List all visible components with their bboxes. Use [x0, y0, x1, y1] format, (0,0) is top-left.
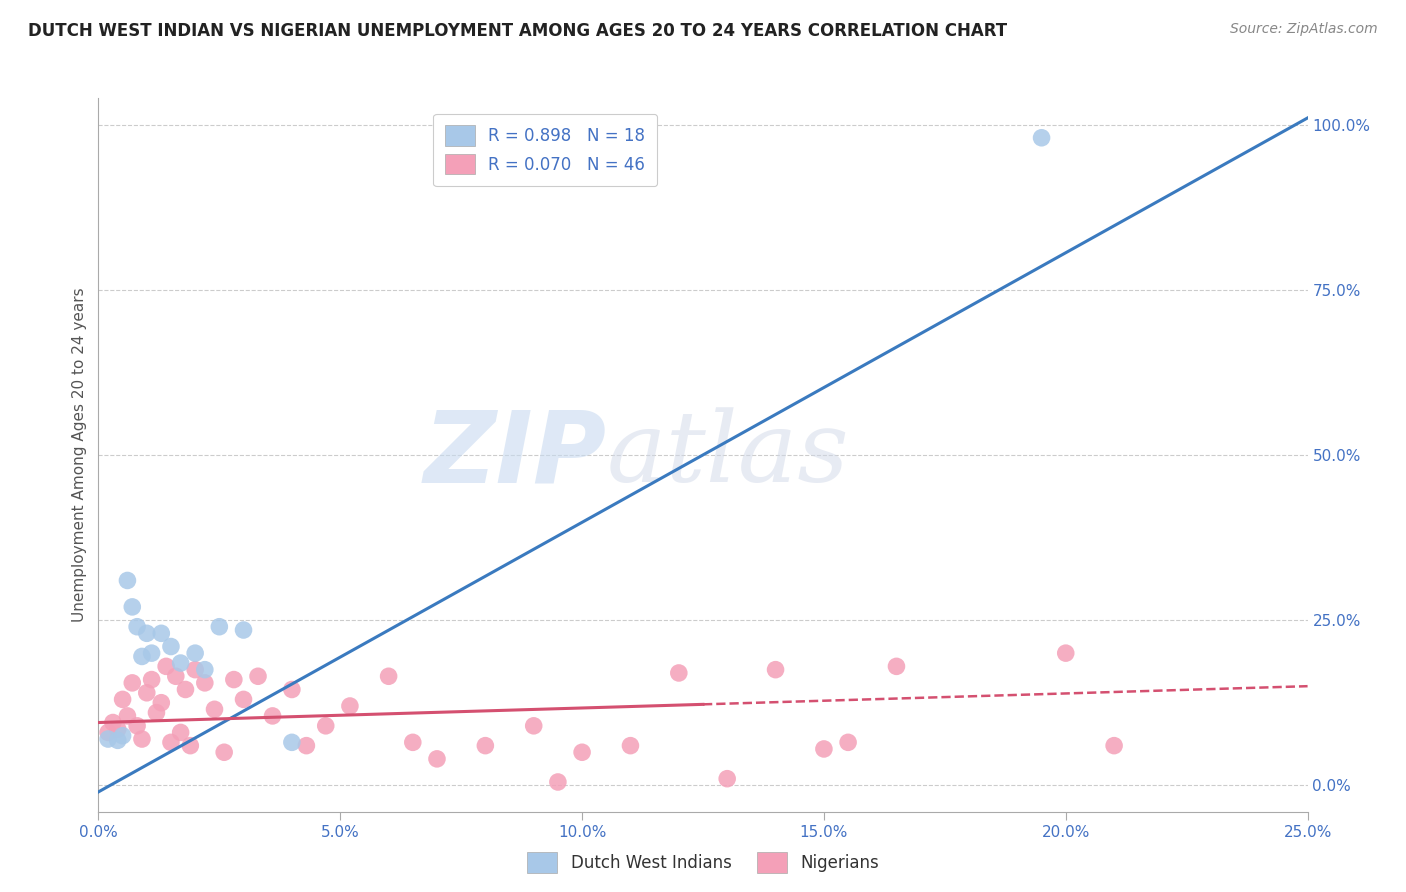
Point: [131, 732, 153, 747]
Point: [668, 665, 690, 680]
Point: [155, 659, 177, 673]
Point: [232, 623, 254, 637]
Point: [169, 656, 191, 670]
Point: [169, 725, 191, 739]
Point: [107, 722, 129, 736]
Point: [339, 698, 361, 713]
Point: [247, 669, 270, 683]
Point: [111, 729, 134, 743]
Point: [117, 574, 139, 588]
Point: [101, 715, 124, 730]
Point: [179, 739, 201, 753]
Point: [184, 663, 207, 677]
Text: DUTCH WEST INDIAN VS NIGERIAN UNEMPLOYMENT AMONG AGES 20 TO 24 YEARS CORRELATION: DUTCH WEST INDIAN VS NIGERIAN UNEMPLOYME…: [28, 22, 1007, 40]
Point: [1054, 646, 1077, 660]
Point: [619, 739, 641, 753]
Point: [111, 692, 134, 706]
Point: [377, 669, 399, 683]
Point: [262, 709, 284, 723]
Point: [212, 745, 235, 759]
Point: [315, 719, 337, 733]
Point: [1031, 130, 1053, 145]
Point: [222, 673, 245, 687]
Point: [145, 706, 167, 720]
Point: [523, 719, 546, 733]
Point: [813, 742, 835, 756]
Point: [765, 663, 787, 677]
Point: [295, 739, 318, 753]
Point: [194, 676, 217, 690]
Point: [426, 752, 449, 766]
Point: [97, 725, 120, 739]
Text: ZIP: ZIP: [423, 407, 606, 503]
Point: [174, 682, 197, 697]
Point: [97, 732, 120, 747]
Point: [402, 735, 425, 749]
Point: [117, 709, 139, 723]
Point: [474, 739, 496, 753]
Point: [886, 659, 908, 673]
Point: [121, 676, 143, 690]
Point: [165, 669, 187, 683]
Point: [208, 620, 231, 634]
Legend: R = 0.898   N = 18, R = 0.070   N = 46: R = 0.898 N = 18, R = 0.070 N = 46: [433, 113, 657, 186]
Point: [141, 646, 163, 660]
Point: [547, 775, 569, 789]
Point: [160, 735, 183, 749]
Point: [232, 692, 254, 706]
Point: [571, 745, 593, 759]
Point: [121, 599, 143, 614]
Y-axis label: Unemployment Among Ages 20 to 24 years: Unemployment Among Ages 20 to 24 years: [72, 287, 87, 623]
Point: [716, 772, 738, 786]
Point: [204, 702, 226, 716]
Point: [194, 663, 217, 677]
Point: [150, 696, 173, 710]
Point: [127, 719, 149, 733]
Point: [135, 626, 157, 640]
Point: [141, 673, 163, 687]
Point: [281, 735, 304, 749]
Text: atlas: atlas: [606, 408, 849, 502]
Point: [837, 735, 859, 749]
Point: [184, 646, 207, 660]
Point: [1102, 739, 1125, 753]
Point: [107, 733, 129, 747]
Point: [127, 620, 149, 634]
Legend: Dutch West Indians, Nigerians: Dutch West Indians, Nigerians: [520, 846, 886, 880]
Text: Source: ZipAtlas.com: Source: ZipAtlas.com: [1230, 22, 1378, 37]
Point: [160, 640, 183, 654]
Point: [135, 686, 157, 700]
Point: [150, 626, 173, 640]
Point: [281, 682, 304, 697]
Point: [131, 649, 153, 664]
